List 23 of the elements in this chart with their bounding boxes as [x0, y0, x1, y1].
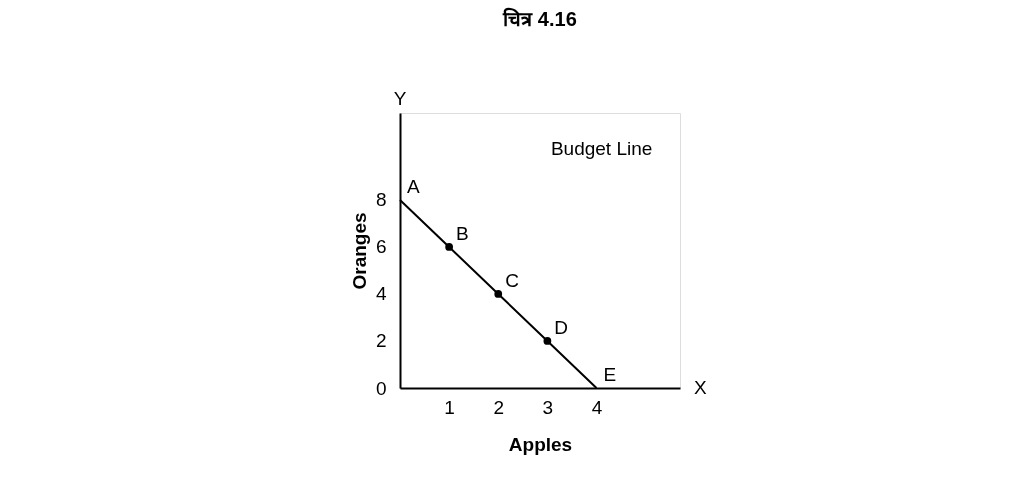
x-tick-label: 4 [591, 396, 603, 418]
point [543, 337, 552, 345]
point [445, 243, 453, 251]
x-axis-title: Apples [508, 433, 573, 455]
x-tick-label: 1 [444, 396, 455, 418]
annotation: A [407, 175, 420, 197]
y-tick-label: 8 [375, 189, 387, 211]
annotation: B [456, 222, 469, 244]
x-tick-label: 2 [493, 396, 505, 418]
text: Y [393, 88, 407, 110]
x-tick-label: 3 [542, 396, 554, 418]
annotation: D [554, 316, 569, 338]
point [494, 290, 503, 298]
chart-title: चित्र 4.16 [502, 7, 577, 31]
y-tick-label: 2 [375, 330, 387, 352]
annotation: Budget Line [550, 137, 653, 159]
annotation: E [603, 364, 617, 385]
y-tick-label: 4 [375, 283, 387, 305]
text: X [694, 377, 707, 398]
y-tick-label: 0 [375, 377, 387, 399]
y-axis-title: Oranges [348, 212, 370, 290]
annotation: C [505, 269, 519, 291]
y-tick-label: 6 [375, 236, 387, 258]
